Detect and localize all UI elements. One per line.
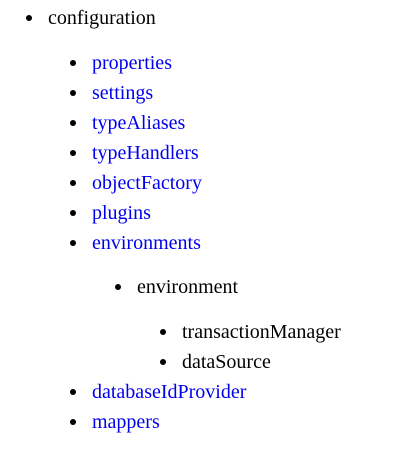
link-typealiases[interactable]: typeAliases xyxy=(92,112,186,134)
link-typehandlers[interactable]: typeHandlers xyxy=(92,142,199,164)
bullet-icon xyxy=(70,389,76,395)
tree-item-label: configuration xyxy=(48,7,156,29)
link-properties[interactable]: properties xyxy=(92,52,172,74)
bullet-icon xyxy=(70,180,76,186)
bullet-icon xyxy=(70,60,76,66)
link-environments[interactable]: environments xyxy=(92,232,201,254)
bullet-icon xyxy=(70,90,76,96)
link-databaseidprovider[interactable]: databaseIdProvider xyxy=(92,381,247,403)
bullet-icon xyxy=(115,284,121,290)
bullet-icon xyxy=(70,120,76,126)
bullet-icon xyxy=(70,150,76,156)
bullet-icon xyxy=(70,240,76,246)
bullet-icon xyxy=(26,15,32,21)
link-objectfactory[interactable]: objectFactory xyxy=(92,172,202,194)
link-settings[interactable]: settings xyxy=(92,82,154,104)
bullet-icon xyxy=(160,329,166,335)
tree-item-label: dataSource xyxy=(182,351,271,373)
link-plugins[interactable]: plugins xyxy=(92,202,151,224)
bullet-icon xyxy=(70,210,76,216)
bullet-icon xyxy=(160,359,166,365)
tree-item-label: transactionManager xyxy=(182,321,341,343)
tree-item-label: environment xyxy=(137,276,239,298)
link-mappers[interactable]: mappers xyxy=(92,411,160,433)
bullet-icon xyxy=(70,419,76,425)
